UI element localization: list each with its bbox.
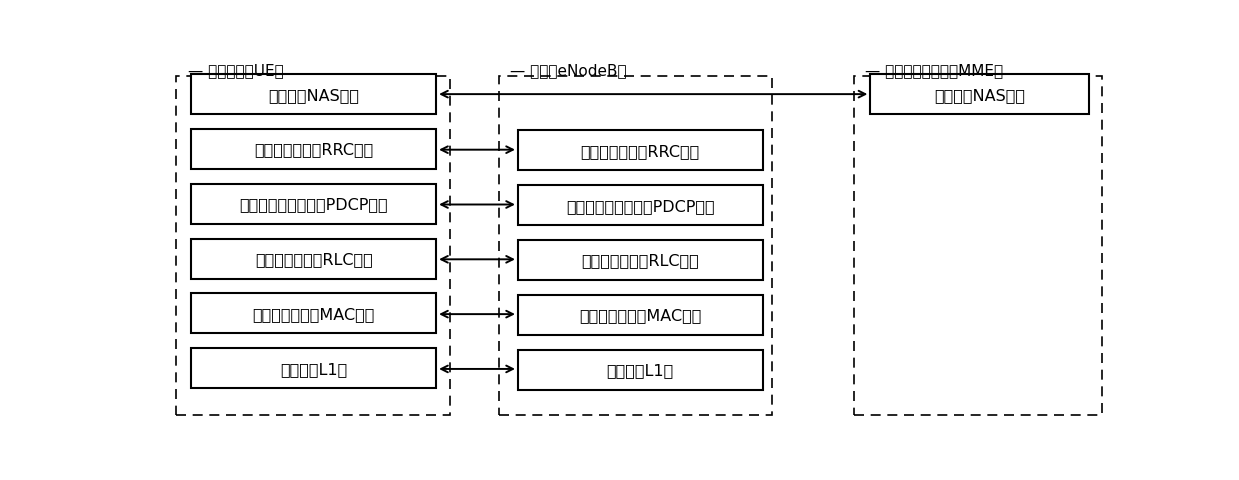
Bar (518, 295, 763, 335)
Text: 物理层（L1）: 物理层（L1） (280, 361, 347, 376)
Text: — 移动性管理实体（MME）: — 移动性管理实体（MME） (866, 63, 1004, 78)
Text: 无线链路控制（RLC）层: 无线链路控制（RLC）层 (581, 253, 699, 268)
Bar (191, 184, 436, 224)
Bar (518, 350, 763, 390)
Bar (498, 77, 772, 415)
Bar (518, 240, 763, 280)
Text: 分组数据汇聚协议（PDCP）层: 分组数据汇聚协议（PDCP）层 (239, 197, 388, 212)
Bar (191, 239, 436, 279)
Bar (191, 294, 436, 334)
Text: 分组数据汇聚协议（PDCP）层: 分组数据汇聚协议（PDCP）层 (566, 198, 715, 213)
Bar (176, 77, 450, 415)
Bar (518, 186, 763, 226)
Text: 介质访问控制（MAC）层: 介质访问控制（MAC）层 (579, 308, 701, 323)
Text: 无线链路控制（RLC）层: 无线链路控制（RLC）层 (255, 252, 373, 266)
Text: 非接入（NAS）层: 非接入（NAS）层 (934, 87, 1025, 102)
Text: 无线资源控制（RRC）层: 无线资源控制（RRC）层 (254, 142, 373, 157)
Text: 物理层（L1）: 物理层（L1） (607, 362, 674, 377)
Text: 介质访问控制（MAC）层: 介质访问控制（MAC）层 (253, 306, 375, 321)
Text: — 基站（eNodeB）: — 基站（eNodeB） (510, 63, 627, 78)
Text: 无线资源控制（RRC）层: 无线资源控制（RRC）层 (581, 144, 700, 158)
Bar (191, 130, 436, 169)
Bar (870, 75, 1089, 115)
Text: — 用户终端（UE）: — 用户终端（UE） (187, 63, 284, 78)
Bar (191, 75, 436, 115)
Bar (191, 348, 436, 388)
Bar (854, 77, 1101, 415)
Bar (518, 131, 763, 171)
Text: 非接入（NAS）层: 非接入（NAS）层 (269, 87, 359, 102)
